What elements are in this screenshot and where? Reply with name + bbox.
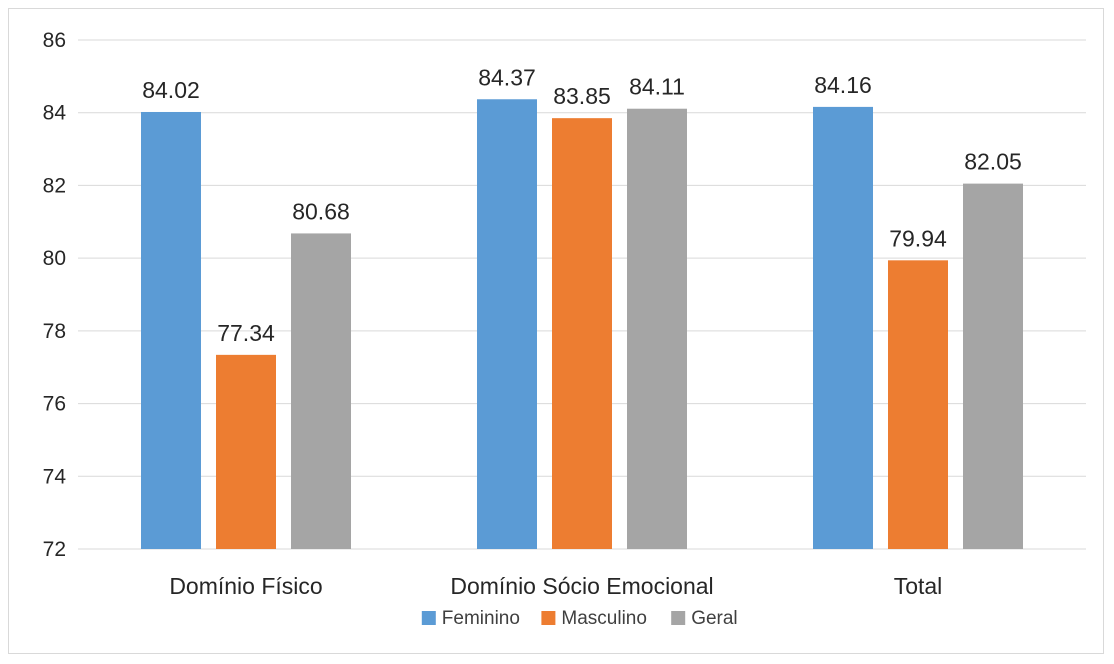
legend-swatch: [671, 611, 686, 625]
bar-chart: 72 74 76 78 80 82 84 86 84.02 77.34 80.68 Domínio F…: [43, 29, 1086, 629]
bar: [141, 111, 201, 549]
x-category-label: Domínio Físico: [169, 573, 322, 599]
y-tick-label: 80: [43, 247, 66, 270]
data-label: 83.85: [553, 83, 611, 109]
data-label: 84.37: [478, 64, 536, 90]
data-label: 79.94: [889, 225, 947, 251]
x-category-label: Total: [894, 573, 943, 599]
y-tick-label: 74: [43, 465, 67, 488]
y-tick-label: 82: [43, 174, 66, 197]
y-tick-label: 84: [43, 102, 67, 125]
bar: [627, 108, 687, 549]
legend-label: Feminino: [442, 608, 520, 629]
bar: [813, 106, 873, 549]
data-label: 84.02: [142, 77, 200, 103]
y-tick-label: 86: [43, 29, 66, 52]
data-label: 84.16: [814, 72, 872, 98]
y-tick-label: 72: [43, 538, 66, 561]
bar: [888, 260, 948, 549]
chart-frame: 72 74 76 78 80 82 84 86 84.02 77.34 80.68 Domínio F…: [8, 8, 1104, 654]
bar: [291, 233, 351, 550]
x-category-label: Domínio Sócio Emocional: [450, 573, 713, 599]
bar: [963, 183, 1023, 549]
data-label: 84.11: [629, 74, 685, 100]
bar: [216, 354, 276, 549]
bar: [477, 99, 537, 549]
bar: [552, 118, 612, 550]
legend-swatch: [421, 611, 436, 625]
y-tick-label: 78: [43, 320, 66, 343]
y-tick-label: 76: [43, 393, 66, 416]
legend-label: Geral: [691, 608, 737, 629]
legend-label: Masculino: [561, 608, 647, 629]
data-label: 80.68: [292, 198, 350, 224]
legend-swatch: [541, 611, 556, 625]
data-label: 82.05: [964, 149, 1022, 175]
data-label: 77.34: [217, 320, 275, 346]
